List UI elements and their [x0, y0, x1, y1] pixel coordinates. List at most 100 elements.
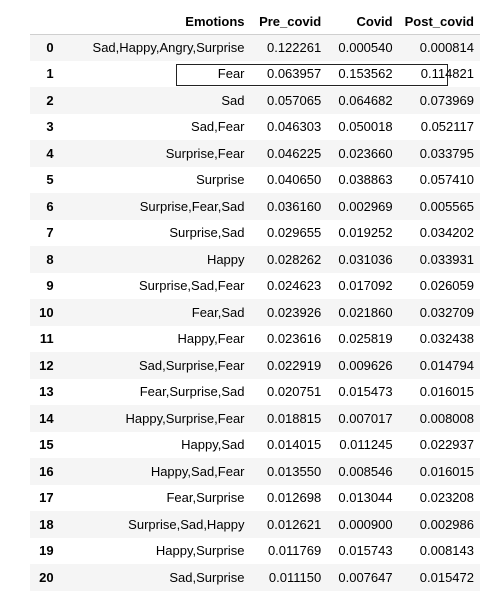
table-row: 12 Sad,Surprise,Fear 0.022919 0.009626 0.014… — [30, 352, 480, 379]
table-row: 5 Surprise 0.040650 0.038863 0.057410 — [30, 166, 480, 193]
cell-emotions: Surprise,Sad,Happy — [128, 516, 245, 532]
cell-covid: 0.000900 — [338, 516, 393, 532]
table-row: 6 Surprise,Fear,Sad 0.036160 0.002969 0.0055… — [30, 193, 480, 220]
cell-post-covid: 0.016015 — [419, 384, 474, 400]
table-row: 17 Fear,Surprise 0.012698 0.013044 0.023208 — [30, 484, 480, 511]
dataframe-output: Emotions Pre_covid Covid Post_covid 0 Sad… — [30, 10, 480, 591]
cell-post-covid: 0.052117 — [420, 119, 474, 135]
cell-pre-covid: 0.012621 — [266, 516, 322, 532]
cell-covid: 0.011245 — [339, 437, 393, 453]
cell-pre-covid: 0.122261 — [266, 40, 322, 55]
cell-post-covid: 0.000814 — [419, 40, 474, 55]
row-index: 8 — [46, 251, 54, 267]
cell-pre-covid: 0.028262 — [266, 251, 322, 267]
table-row: 14 Happy,Surprise,Fear 0.018815 0.007017 0.0… — [30, 405, 480, 432]
header-row: Emotions Pre_covid Covid Post_covid — [30, 10, 480, 35]
cell-covid: 0.064682 — [338, 92, 393, 108]
cell-post-covid: 0.034202 — [419, 225, 474, 241]
cell-pre-covid: 0.057065 — [266, 92, 322, 108]
cell-post-covid: 0.114821 — [420, 66, 474, 82]
cell-emotions: Sad,Happy,Angry,Surprise — [92, 40, 245, 55]
cell-pre-covid: 0.012698 — [266, 490, 322, 506]
cell-emotions: Happy,Surprise,Fear — [125, 410, 245, 426]
table-row: 15 Happy,Sad 0.014015 0.011245 0.022937 — [30, 431, 480, 458]
row-index: 20 — [39, 569, 54, 585]
cell-pre-covid: 0.018815 — [266, 410, 322, 426]
cell-covid: 0.008546 — [338, 463, 393, 479]
cell-emotions: Surprise,Sad,Fear — [139, 278, 245, 294]
header-pre-covid: Pre_covid — [250, 10, 328, 35]
row-index: 2 — [46, 92, 54, 108]
row-index: 7 — [46, 225, 54, 241]
table-row: 13 Fear,Surprise,Sad 0.020751 0.015473 0.016… — [30, 378, 480, 405]
cell-covid: 0.038863 — [338, 172, 393, 188]
cell-pre-covid: 0.046225 — [266, 145, 322, 161]
row-index: 0 — [46, 40, 54, 55]
cell-post-covid: 0.033931 — [419, 251, 474, 267]
table-row: 7 Surprise,Sad 0.029655 0.019252 0.034202 — [30, 219, 480, 246]
cell-covid: 0.153562 — [338, 66, 393, 82]
cell-covid: 0.023660 — [338, 145, 393, 161]
table-body: 0 Sad,Happy,Angry,Surprise 0.122261 0.00054… — [30, 34, 480, 591]
table-row: 0 Sad,Happy,Angry,Surprise 0.122261 0.00054… — [30, 34, 480, 61]
cell-emotions: Sad,Fear — [191, 119, 245, 135]
table-row: 11 Happy,Fear 0.023616 0.025819 0.032438 — [30, 325, 480, 352]
cell-emotions: Sad,Surprise — [169, 569, 245, 585]
cell-pre-covid: 0.014015 — [266, 437, 322, 453]
cell-post-covid: 0.008008 — [419, 410, 474, 426]
header-covid: Covid — [327, 10, 399, 35]
cell-covid: 0.019252 — [338, 225, 393, 241]
cell-emotions: Happy,Fear — [177, 331, 245, 347]
cell-pre-covid: 0.040650 — [266, 172, 322, 188]
cell-post-covid: 0.008143 — [419, 543, 474, 559]
cell-emotions: Happy,Surprise — [155, 543, 245, 559]
row-index: 17 — [39, 490, 54, 506]
cell-emotions: Fear,Surprise — [166, 490, 245, 506]
cell-post-covid: 0.032438 — [419, 331, 474, 347]
row-index: 5 — [46, 172, 54, 188]
cell-pre-covid: 0.029655 — [266, 225, 322, 241]
table-row: 18 Surprise,Sad,Happy 0.012621 0.000900 0.00… — [30, 511, 480, 538]
cell-pre-covid: 0.023616 — [266, 331, 322, 347]
table-row: 10 Fear,Sad 0.023926 0.021860 0.032709 — [30, 299, 480, 326]
cell-covid: 0.050018 — [338, 119, 393, 135]
cell-pre-covid: 0.024623 — [266, 278, 322, 294]
cell-emotions: Happy,Sad,Fear — [150, 463, 245, 479]
cell-emotions: Fear,Surprise,Sad — [139, 384, 245, 400]
row-index: 19 — [39, 543, 54, 559]
cell-covid: 0.025819 — [338, 331, 393, 347]
cell-post-covid: 0.005565 — [419, 198, 474, 214]
cell-covid: 0.017092 — [338, 278, 393, 294]
cell-covid: 0.013044 — [338, 490, 393, 506]
cell-emotions: Surprise,Fear,Sad — [139, 198, 245, 214]
header-index — [30, 10, 60, 35]
header-post-covid: Post_covid — [398, 10, 480, 35]
cell-post-covid: 0.073969 — [419, 92, 474, 108]
row-index: 12 — [39, 357, 54, 373]
table-row: 19 Happy,Surprise 0.011769 0.015743 0.008143 — [30, 537, 480, 564]
cell-pre-covid: 0.011769 — [267, 543, 322, 559]
row-index: 9 — [46, 278, 54, 294]
table-row: 16 Happy,Sad,Fear 0.013550 0.008546 0.016015 — [30, 458, 480, 485]
cell-emotions: Happy — [206, 251, 245, 267]
row-index: 14 — [39, 410, 54, 426]
cell-covid: 0.015473 — [338, 384, 393, 400]
cell-post-covid: 0.002986 — [419, 516, 474, 532]
cell-emotions: Surprise — [196, 172, 245, 188]
row-index: 6 — [46, 198, 54, 214]
row-index: 1 — [46, 66, 54, 82]
table-row: 20 Sad,Surprise 0.011150 0.007647 0.015472 — [30, 564, 480, 591]
table-row: 3 Sad,Fear 0.046303 0.050018 0.052117 — [30, 113, 480, 140]
row-index: 13 — [39, 384, 54, 400]
cell-post-covid: 0.015472 — [419, 569, 474, 585]
table-row: 8 Happy 0.028262 0.031036 0.033931 — [30, 246, 480, 273]
cell-post-covid: 0.014794 — [419, 357, 474, 373]
header-emotions: Emotions — [59, 10, 251, 35]
table-row: 9 Surprise,Sad,Fear 0.024623 0.017092 0.0260… — [30, 272, 480, 299]
row-index: 3 — [46, 119, 54, 135]
cell-covid: 0.009626 — [338, 357, 393, 373]
cell-emotions: Fear — [217, 66, 245, 82]
cell-post-covid: 0.057410 — [419, 172, 474, 188]
cell-covid: 0.007647 — [338, 569, 393, 585]
row-index: 4 — [46, 145, 54, 161]
